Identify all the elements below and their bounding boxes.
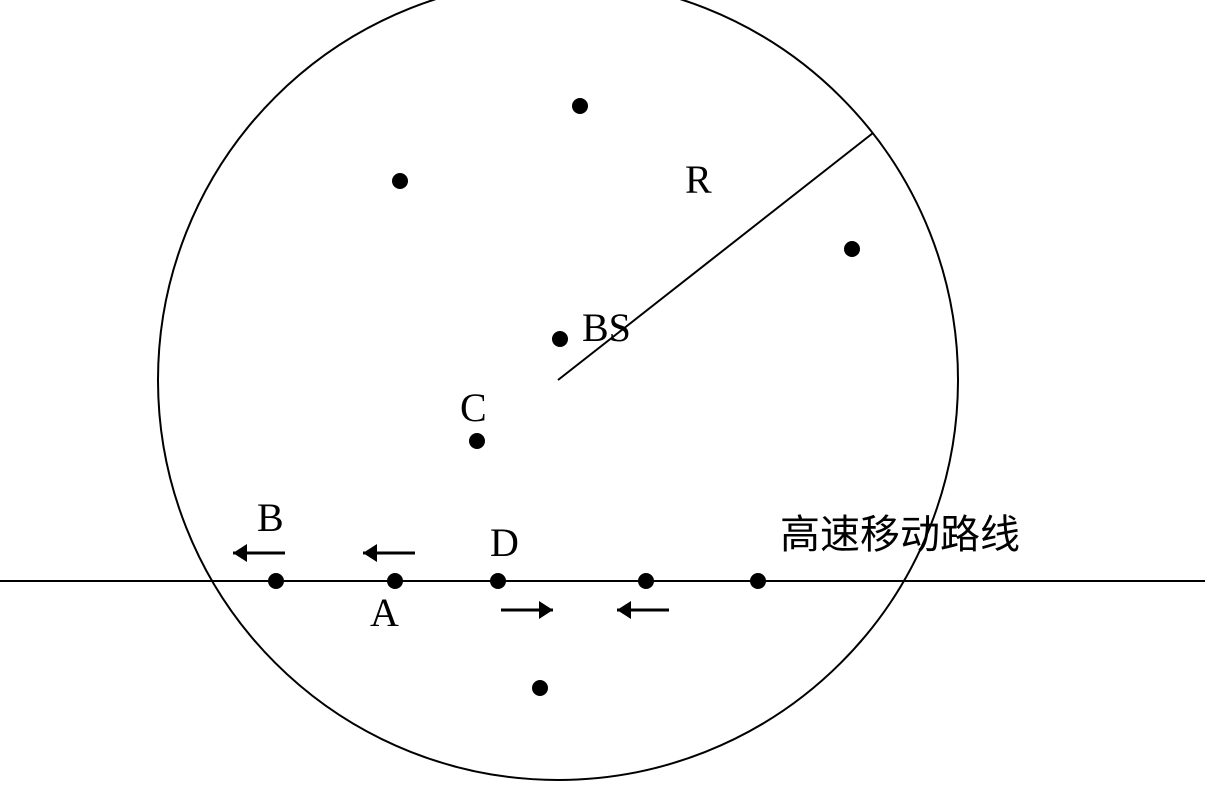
label-lbl_R: R: [685, 160, 712, 200]
point-h1: [638, 573, 654, 589]
label-lbl_A: A: [370, 593, 399, 633]
point-p_top: [572, 98, 588, 114]
point-bs: [552, 331, 568, 347]
diagram-stage: R BS C B D A 高速移动路线: [0, 0, 1205, 807]
arrow-head-arr_h1: [617, 601, 631, 619]
point-p_r: [844, 241, 860, 257]
point-d: [490, 573, 506, 589]
label-lbl_path: 高速移动路线: [780, 515, 1020, 555]
point-h2: [750, 573, 766, 589]
diagram-svg: [0, 0, 1205, 807]
point-p_low: [532, 680, 548, 696]
point-b: [268, 573, 284, 589]
point-p_ul: [392, 173, 408, 189]
label-lbl_BS: BS: [582, 308, 631, 348]
arrow-head-arr_d: [539, 601, 553, 619]
point-a: [387, 573, 403, 589]
coverage-circle: [158, 0, 958, 780]
label-lbl_B: B: [257, 498, 284, 538]
arrow-head-arr_b: [233, 544, 247, 562]
label-lbl_C: C: [460, 388, 487, 428]
point-c: [469, 433, 485, 449]
arrow-head-arr_a: [363, 544, 377, 562]
label-lbl_D: D: [490, 523, 519, 563]
